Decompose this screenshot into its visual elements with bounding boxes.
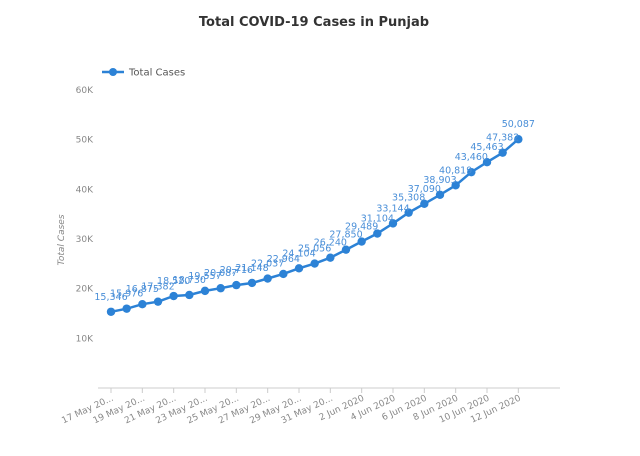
y-tick-label: 10K bbox=[76, 334, 94, 344]
data-point[interactable] bbox=[169, 291, 178, 301]
data-point[interactable] bbox=[498, 148, 507, 157]
data-point[interactable] bbox=[373, 229, 382, 238]
data-label: 31,104 bbox=[361, 214, 394, 225]
data-label: 16,875 bbox=[126, 284, 159, 295]
data-label: 26,240 bbox=[314, 238, 347, 249]
data-point[interactable] bbox=[388, 219, 398, 228]
data-point[interactable] bbox=[294, 264, 304, 273]
data-label: 21,148 bbox=[235, 263, 268, 274]
data-point[interactable] bbox=[185, 290, 194, 300]
data-label: 37,090 bbox=[408, 184, 441, 195]
data-point[interactable] bbox=[200, 286, 210, 296]
chart-title: Total COVID-19 Cases in Punjab bbox=[199, 15, 429, 30]
data-label: 15,976 bbox=[110, 289, 143, 300]
data-label: 45,463 bbox=[470, 142, 503, 153]
legend-marker bbox=[109, 68, 117, 76]
y-tick-label: 40K bbox=[76, 185, 94, 195]
data-point[interactable] bbox=[326, 253, 335, 262]
data-label: 19,557 bbox=[188, 271, 221, 282]
data-label: 22,964 bbox=[267, 254, 300, 265]
data-label: 15,346 bbox=[94, 292, 127, 303]
legend-label: Total Cases bbox=[128, 68, 185, 79]
data-point[interactable] bbox=[263, 274, 272, 283]
data-label: 17,382 bbox=[141, 282, 174, 293]
data-label: 35,308 bbox=[392, 193, 425, 204]
data-point[interactable] bbox=[435, 190, 445, 199]
data-label: 18,730 bbox=[173, 275, 206, 286]
data-label: 18,520 bbox=[157, 276, 190, 287]
data-point[interactable] bbox=[467, 167, 476, 177]
data-label: 22,037 bbox=[251, 259, 284, 270]
data-point[interactable] bbox=[451, 181, 460, 190]
data-label: 50,087 bbox=[502, 119, 535, 130]
data-label: 47,382 bbox=[486, 133, 519, 144]
y-tick-label: 30K bbox=[76, 235, 94, 245]
data-label: 20,087 bbox=[204, 268, 237, 279]
data-point[interactable] bbox=[106, 307, 116, 316]
y-tick-label: 50K bbox=[76, 136, 94, 146]
data-label: 43,460 bbox=[455, 152, 488, 163]
data-point[interactable] bbox=[279, 269, 288, 279]
data-point[interactable] bbox=[216, 284, 225, 293]
data-label: 24,104 bbox=[282, 248, 315, 259]
data-label: 38,903 bbox=[423, 175, 456, 186]
y-axis: 10K 20K 30K 40K 50K 60K bbox=[76, 86, 94, 344]
data-label: 33,144 bbox=[376, 203, 409, 214]
x-axis: 17 May 20...19 May 20...21 May 20...23 M… bbox=[60, 388, 523, 426]
data-point[interactable] bbox=[404, 208, 413, 217]
data-point[interactable] bbox=[420, 199, 429, 208]
data-point[interactable] bbox=[232, 280, 241, 290]
data-point[interactable] bbox=[138, 299, 147, 309]
data-point[interactable] bbox=[153, 297, 163, 306]
data-labels: 15,34615,97616,87517,38218,52018,73019,5… bbox=[94, 119, 535, 303]
data-label: 29,489 bbox=[345, 222, 378, 233]
y-axis-label: Total Cases bbox=[57, 214, 67, 265]
data-label: 25,056 bbox=[298, 244, 331, 255]
y-tick-label: 20K bbox=[76, 285, 94, 295]
y-tick-label: 60K bbox=[76, 86, 94, 96]
legend[interactable]: Total Cases bbox=[102, 68, 185, 79]
data-point[interactable] bbox=[310, 259, 319, 268]
data-label: 27,850 bbox=[329, 230, 362, 241]
data-point[interactable] bbox=[514, 135, 523, 144]
data-point[interactable] bbox=[122, 304, 131, 313]
data-point[interactable] bbox=[341, 245, 351, 254]
data-point[interactable] bbox=[482, 158, 492, 167]
data-label: 40,819 bbox=[439, 165, 472, 176]
data-point[interactable] bbox=[247, 278, 257, 288]
data-label: 20,716 bbox=[220, 265, 253, 276]
data-points bbox=[106, 135, 523, 316]
data-point[interactable] bbox=[357, 237, 366, 246]
